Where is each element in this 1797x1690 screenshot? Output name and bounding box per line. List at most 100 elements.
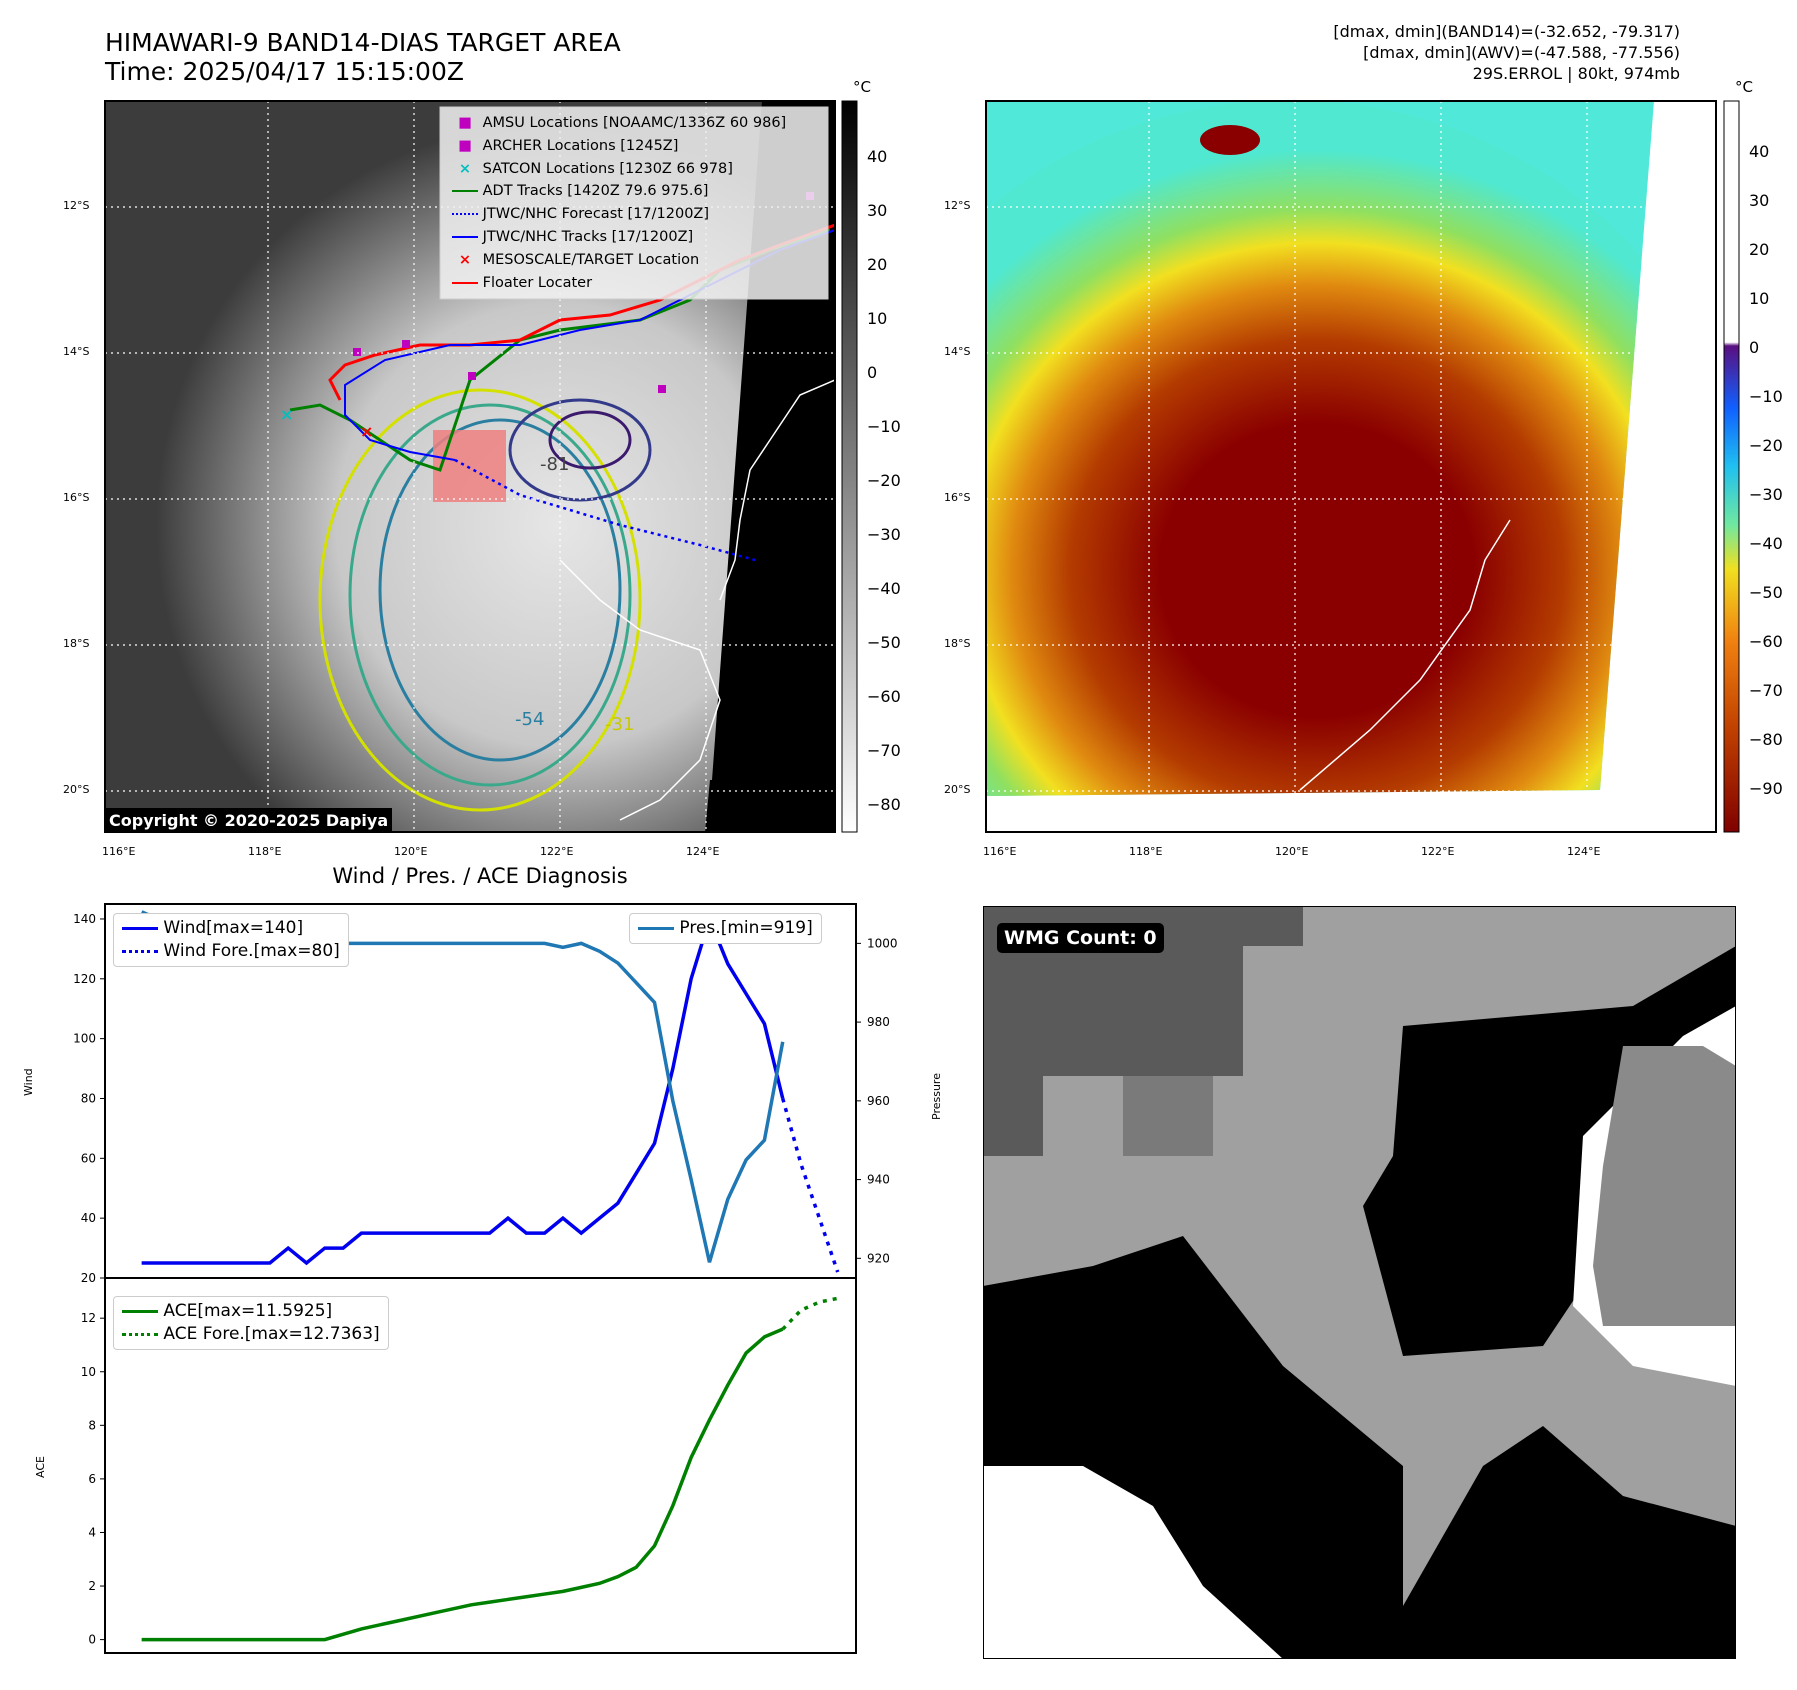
- colorbar-tick: 20: [867, 255, 888, 274]
- contour-ring: [508, 398, 652, 502]
- ace-tick-label: 4: [88, 1525, 96, 1539]
- colorbar-tick: −30: [867, 525, 901, 544]
- contour-label: -81: [540, 454, 569, 475]
- colorbar-tick: 30: [867, 201, 888, 220]
- archer-marker: [402, 340, 410, 348]
- pressure-tick-label: 920: [867, 1251, 890, 1265]
- coastline: [719, 379, 835, 601]
- ace-forecast-line: [781, 1296, 839, 1331]
- wmg-white-region: [983, 1466, 1283, 1659]
- lat-label: 12°S: [63, 199, 90, 212]
- x-marker-icon: ×: [458, 251, 472, 268]
- colorbar-tick: −40: [1749, 534, 1783, 553]
- awv-map-panel: [985, 100, 1740, 833]
- legend-item-pressure: Pres.[min=919]: [638, 917, 813, 940]
- lat-label: 20°S: [63, 783, 90, 796]
- wind-tick-label: 140: [73, 912, 96, 926]
- legend-item-jtwc-tracks: JTWC/NHC Tracks [17/1200Z]: [452, 226, 786, 249]
- contour-ring: [348, 403, 632, 787]
- diagnosis-chart: 20 40 60 80 100 120 140 920 940 960 980 1000 0 2 4 6 8 10…: [73, 903, 898, 1654]
- colorbar-tick: 30: [1749, 191, 1770, 210]
- target-area-box: [433, 430, 506, 502]
- diagnosis-title: Wind / Pres. / ACE Diagnosis: [332, 864, 628, 888]
- ace-tick-label: 0: [88, 1633, 96, 1647]
- ir-map-panel: -81 -54 -31 × ×: [104, 100, 858, 833]
- colorbar-tick: 0: [1749, 338, 1760, 357]
- pressure-tick-label: 960: [867, 1094, 890, 1108]
- forecast-track: [454, 458, 756, 562]
- colorbar-tick: −50: [867, 633, 901, 652]
- legend-item-wind: Wind[max=140]: [122, 917, 340, 940]
- wind-line: [707, 918, 785, 1099]
- legend-item-wind-forecast: Wind Fore.[max=80]: [122, 940, 340, 963]
- legend-item-ace: ACE[max=11.5925]: [122, 1300, 380, 1323]
- colorbar-tick: −80: [867, 795, 901, 814]
- ir-colorbar: [841, 100, 858, 833]
- ace-line: [141, 1327, 784, 1642]
- legend-item-amsu: ■ AMSU Locations [NOAAMC/1336Z 60 986]: [452, 112, 786, 135]
- ace-tick-label: 10: [81, 1365, 96, 1379]
- ace-tick-label: 6: [88, 1472, 96, 1486]
- ace-tick-label: 8: [88, 1418, 96, 1432]
- ace-frame: [104, 1277, 857, 1654]
- awv-colorbar: [1723, 100, 1740, 833]
- line-marker-icon: [452, 281, 478, 284]
- lon-label: 124°E: [1567, 845, 1601, 858]
- colorbar-tick: 10: [1749, 289, 1770, 308]
- lon-label: 122°E: [1421, 845, 1455, 858]
- archer-marker: [468, 372, 476, 380]
- coastline: [1299, 519, 1511, 791]
- band14-stats: [dmax, dmin](BAND14)=(-32.652, -79.317): [1333, 22, 1680, 41]
- wind-legend: Wind[max=140] Wind Fore.[max=80]: [113, 913, 349, 967]
- legend-item-adt: ADT Tracks [1420Z 79.6 975.6]: [452, 180, 786, 203]
- lat-label: 18°S: [944, 637, 971, 650]
- lon-label: 116°E: [102, 845, 136, 858]
- target-marker: ×: [360, 422, 373, 441]
- pressure-legend: Pres.[min=919]: [629, 913, 822, 944]
- pressure-tick-label: 1000: [867, 936, 898, 950]
- ace-legend: ACE[max=11.5925] ACE Fore.[max=12.7363]: [113, 1296, 389, 1350]
- pressure-tick-label: 980: [867, 1015, 890, 1029]
- storm-info: 29S.ERROL | 80kt, 974mb: [1472, 64, 1680, 83]
- x-marker-icon: ×: [458, 160, 472, 177]
- ir-legend-entries: ■ AMSU Locations [NOAAMC/1336Z 60 986] ■…: [452, 112, 786, 294]
- amsu-marker: [353, 348, 361, 356]
- colorbar-tick: −60: [1749, 632, 1783, 651]
- legend-item-satcon: × SATCON Locations [1230Z 66 978]: [452, 158, 786, 181]
- lon-label: 120°E: [1275, 845, 1309, 858]
- wind-tick-label: 40: [81, 1211, 96, 1225]
- satcon-marker: ×: [280, 405, 293, 424]
- wind-tick-label: 20: [81, 1271, 96, 1285]
- colorbar-tick: −90: [1749, 779, 1783, 798]
- colorbar-tick: −60: [867, 687, 901, 706]
- lon-label: 116°E: [983, 845, 1017, 858]
- line-marker-icon: [122, 1309, 158, 1313]
- dotted-line-icon: [122, 1332, 158, 1336]
- ace-axis-label: ACE: [34, 1456, 47, 1478]
- colorbar-tick: −80: [1749, 730, 1783, 749]
- lon-label: 122°E: [540, 845, 574, 858]
- ir-colorbar-unit: °C: [853, 78, 871, 96]
- wmg-count-badge: WMG Count: 0: [997, 923, 1164, 953]
- contour-ring: [318, 388, 642, 812]
- figure-timestamp: Time: 2025/04/17 15:15:00Z: [105, 57, 464, 86]
- diagnosis-marks: 20 40 60 80 100 120 140 920 940 960 980 1000 0 2 4 6 8 10…: [73, 910, 898, 1647]
- square-marker-icon: ■: [458, 115, 472, 131]
- contour-ring: [378, 418, 622, 762]
- wmg-gray-region: [1593, 1046, 1736, 1326]
- wmg-panel: [983, 906, 1736, 1659]
- wind-tick-label: 60: [81, 1151, 96, 1165]
- colorbar-tick: −40: [867, 579, 901, 598]
- wmg-region: [1123, 1076, 1213, 1156]
- colorbar-tick: −30: [1749, 485, 1783, 504]
- gridlines: [986, 101, 1654, 796]
- colorbar-tick: −10: [867, 417, 901, 436]
- wind-forecast-line: [781, 1098, 840, 1273]
- colorbar-tick: −20: [1749, 436, 1783, 455]
- lat-label: 14°S: [63, 345, 90, 358]
- legend-item-jtwc-forecast: JTWC/NHC Forecast [17/1200Z]: [452, 203, 786, 226]
- dotted-line-icon: [122, 949, 158, 953]
- colorbar-tick: 20: [1749, 240, 1770, 259]
- wind-line: [141, 918, 712, 1266]
- lat-label: 16°S: [944, 491, 971, 504]
